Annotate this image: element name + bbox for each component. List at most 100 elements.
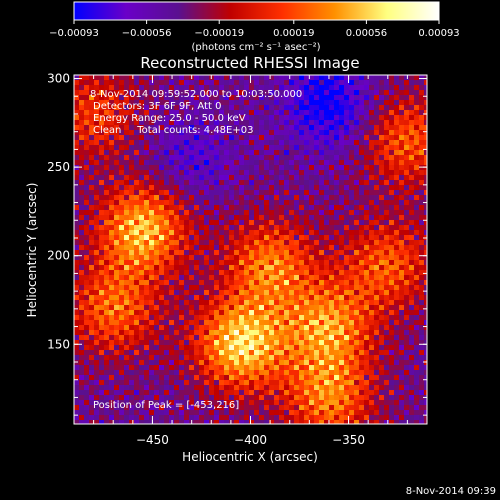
heatmap-cell [259,185,265,191]
heatmap-cell [274,115,280,121]
heatmap-cell [114,345,120,351]
heatmap-cell [189,115,195,121]
heatmap-cell [369,135,375,141]
heatmap-cell [234,295,240,301]
heatmap-cell [149,125,155,131]
chart-title: Reconstructed RHESSI Image [140,54,359,72]
heatmap-cell [104,145,110,151]
heatmap-cell [409,215,415,221]
heatmap-cell [139,125,145,131]
heatmap-cell [99,120,105,126]
heatmap-cell [309,90,315,96]
heatmap-cell [314,380,320,386]
heatmap-cell [269,270,275,276]
heatmap-cell [404,200,410,206]
heatmap-cell [139,290,145,296]
heatmap-cell [364,210,370,216]
heatmap-cell [109,220,115,226]
heatmap-cell [419,215,425,221]
heatmap-cell [184,365,190,371]
heatmap-cell [394,190,400,196]
heatmap-cell [404,140,410,146]
heatmap-cell [249,210,255,216]
heatmap-cell [284,80,290,86]
heatmap-cell [229,215,235,221]
heatmap-cell [334,205,340,211]
heatmap-cell [324,160,330,166]
heatmap-cell [119,275,125,281]
heatmap-cell [379,175,385,181]
heatmap-cell [209,165,215,171]
heatmap-cell [294,155,300,161]
heatmap-cell [319,220,325,226]
heatmap-cell [314,185,320,191]
heatmap-cell [79,345,85,351]
heatmap-cell [314,160,320,166]
heatmap-cell [379,135,385,141]
heatmap-cell [289,265,295,271]
heatmap-cell [399,230,405,236]
heatmap-cell [404,420,410,424]
heatmap-cell [399,365,405,371]
heatmap-cell [134,260,140,266]
heatmap-cell [79,315,85,321]
heatmap-cell [119,215,125,221]
heatmap-cell [419,285,425,291]
heatmap-cell [414,150,420,156]
heatmap-cell [234,140,240,146]
heatmap-cell [394,390,400,396]
heatmap-cell [104,325,110,331]
heatmap-cell [144,175,150,181]
heatmap-cell [364,255,370,261]
heatmap-cell [119,210,125,216]
heatmap-cell [349,110,355,116]
heatmap-cell [264,155,270,161]
heatmap-cell [144,275,150,281]
heatmap-cell [254,230,260,236]
heatmap-cell [374,220,380,226]
heatmap-cell [364,390,370,396]
heatmap-cell [139,235,145,241]
heatmap-cell [224,145,230,151]
heatmap-cell [139,350,145,356]
heatmap-cell [354,385,360,391]
heatmap-cell [424,380,427,386]
heatmap-cell [339,175,345,181]
heatmap-cell [99,335,105,341]
heatmap-cell [99,405,105,411]
heatmap-cell [344,85,350,91]
heatmap-cell [374,235,380,241]
heatmap-cell [234,245,240,251]
heatmap-cell [214,225,220,231]
heatmap-cell [359,335,365,341]
heatmap-cell [184,200,190,206]
heatmap-cell [199,285,205,291]
heatmap-cell [99,360,105,366]
heatmap-cell [369,180,375,186]
heatmap-cell [109,165,115,171]
heatmap-cell [369,160,375,166]
heatmap-cell [274,220,280,226]
heatmap-cell [269,200,275,206]
heatmap-cell [264,365,270,371]
heatmap-cell [289,305,295,311]
heatmap-cell [84,260,90,266]
heatmap-cell [424,205,427,211]
heatmap-cell [229,390,235,396]
heatmap-cell [364,105,370,111]
heatmap-cell [354,95,360,101]
heatmap-cell [304,235,310,241]
heatmap-cell [159,390,165,396]
heatmap-cell [174,290,180,296]
heatmap-cell [354,305,360,311]
heatmap-cell [409,355,415,361]
heatmap-cell [399,150,405,156]
heatmap-cell [334,145,340,151]
heatmap-cell [94,290,100,296]
heatmap-cell [279,200,285,206]
heatmap-cell [109,100,115,106]
heatmap-cell [264,130,270,136]
heatmap-cell [299,245,305,251]
heatmap-cell [164,130,170,136]
heatmap-cell [404,105,410,111]
